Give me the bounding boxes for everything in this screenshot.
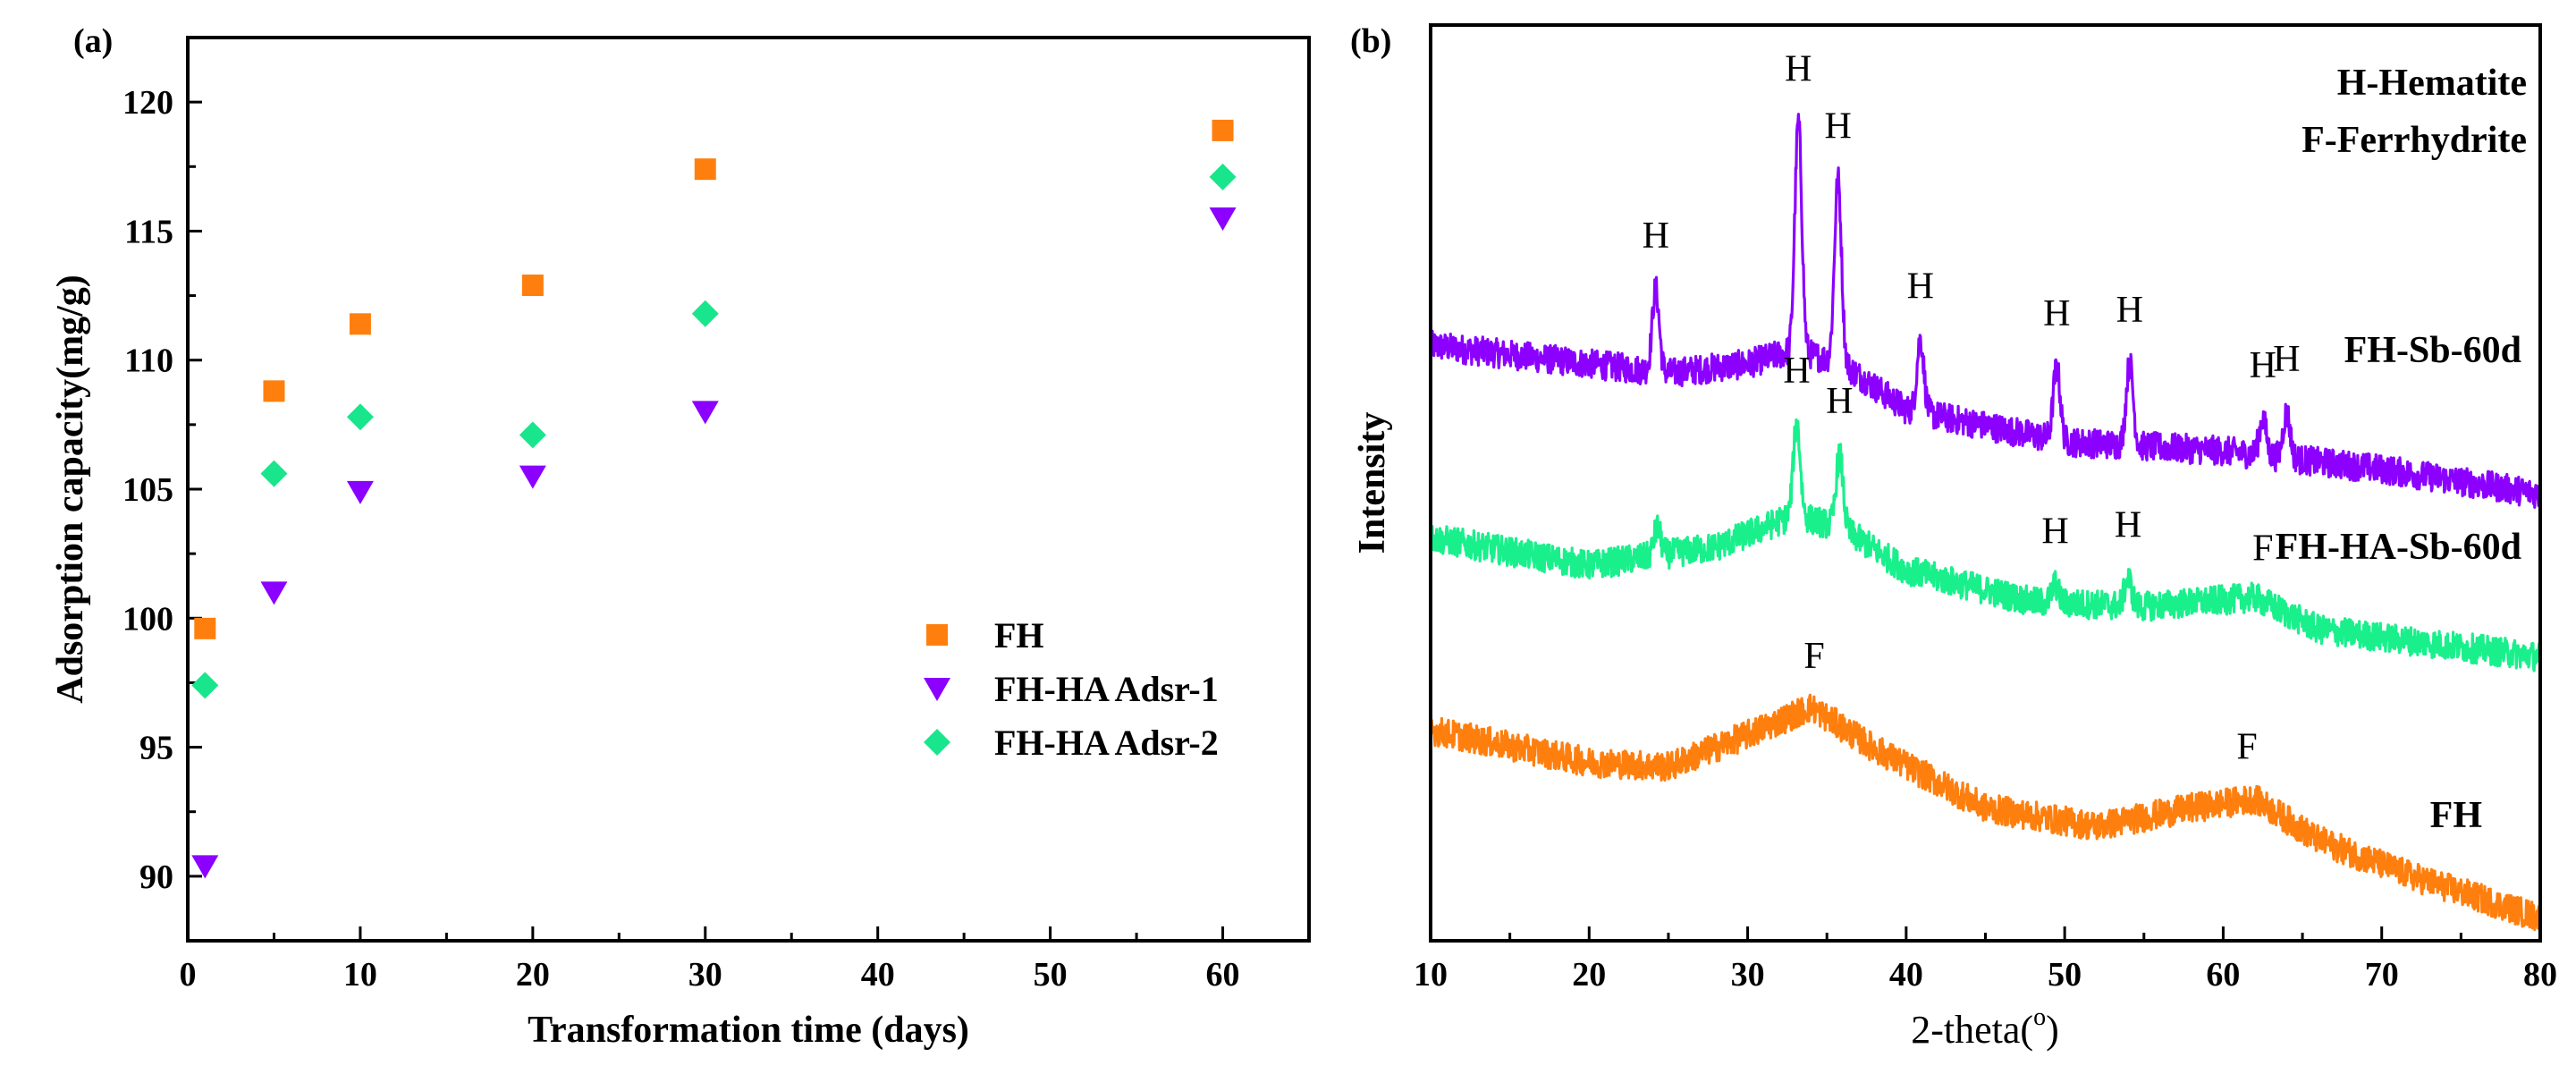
peak-label-hematite: H: [2250, 345, 2276, 386]
data-point-fh: [1212, 119, 1234, 141]
xrd-pattern-fh-sb-60d: [1429, 113, 2542, 509]
panel-b-x-tick-label: 30: [1731, 956, 1765, 994]
data-point-fh-ha-adsr-2: [519, 421, 546, 449]
panel-a-y-ticks: 90 95 100 105 110 115 120: [122, 84, 202, 896]
panel-b-x-tick-label: 60: [2206, 956, 2240, 994]
series-label-fh: FH: [2430, 795, 2482, 836]
series-label-fh-sb-60d: FH-Sb-60d: [2344, 330, 2521, 371]
panel-a-x-ticks: 0 10 20 30 40 50 60: [180, 926, 1240, 994]
data-point-fh-ha-adsr-1: [260, 581, 288, 605]
panel-b-x-axis-label-degree: o: [2033, 1003, 2046, 1031]
legend-marker-fh-ha-adsr-2: [924, 729, 950, 756]
peak-label-hematite: H: [2116, 290, 2143, 331]
data-point-fh-ha-adsr-2: [1209, 163, 1237, 190]
legend-label: FH: [994, 615, 1044, 655]
peak-label-hematite: H: [2273, 339, 2300, 380]
peak-label-hematite: H: [1783, 351, 1810, 392]
legend-marker-fh-ha-adsr-1: [924, 678, 950, 701]
data-point-fh: [263, 380, 285, 402]
data-point-fh: [521, 275, 544, 297]
panel-a-label: (a): [73, 22, 113, 60]
panel-b-label: (b): [1350, 22, 1391, 60]
data-point-fh: [694, 158, 716, 181]
legend-label: FH-HA Adsr-2: [994, 723, 1219, 763]
panel-a-x-tick-label: 20: [516, 956, 550, 994]
data-point-fh-ha-adsr-1: [346, 480, 374, 504]
peak-label-ferrhydrite: F: [2236, 726, 2257, 767]
data-point-fh-ha-adsr-1: [691, 401, 719, 425]
panel-b-x-ticks: 10 20 30 40 50 60 70 80: [1414, 926, 2557, 994]
peak-label-hematite: H: [1826, 381, 1853, 422]
data-point-fh: [349, 313, 371, 335]
panel-b-x-tick-label: 40: [1889, 956, 1923, 994]
peak-label-ferrhydrite: F: [1803, 636, 1824, 677]
panel-a-adsorption-chart: (a) 0 10 20 30 40 50 60 90 95 100 105 110 115 120 Tr…: [50, 22, 1311, 1051]
panel-a-y-tick-label: 100: [122, 600, 173, 638]
peak-label-hematite: H: [2115, 505, 2141, 546]
panel-b-x-tick-label: 10: [1414, 956, 1448, 994]
peak-label-hematite: H: [1643, 216, 1669, 257]
peak-label-hematite: H: [1824, 106, 1851, 147]
panel-a-x-tick-label: 40: [861, 956, 895, 994]
data-point-fh-ha-adsr-1: [191, 855, 219, 879]
panel-a-x-tick-label: 0: [180, 956, 197, 994]
panel-a-y-tick-label: 90: [139, 858, 173, 896]
data-point-fh: [194, 617, 216, 639]
peak-label-hematite: H: [2043, 293, 2070, 334]
panel-b-x-axis-label: 2-theta(o): [1911, 1003, 2058, 1052]
panel-b-x-tick-label: 20: [1572, 956, 1606, 994]
xrd-pattern-fh-ha-sb-60d: [1429, 418, 2542, 672]
panel-b-x-tick-label: 80: [2523, 956, 2557, 994]
panel-b-x-tick-label: 50: [2048, 956, 2082, 994]
data-point-fh-ha-adsr-2: [691, 300, 719, 327]
panel-a-x-axis-label: Transformation time (days): [528, 1010, 969, 1051]
panel-b-x-axis-label-main: 2-theta(: [1911, 1008, 2033, 1052]
phase-key-line: H-Hematite: [2337, 63, 2527, 104]
panel-b-xrd-patterns: [1429, 113, 2542, 934]
data-point-fh-ha-adsr-1: [519, 465, 546, 489]
panel-a-x-tick-label: 60: [1206, 956, 1240, 994]
panel-a-y-tick-label: 105: [122, 471, 173, 509]
legend-marker-fh: [926, 624, 948, 646]
data-point-fh-ha-adsr-1: [1209, 207, 1237, 231]
panel-a-x-tick-label: 30: [688, 956, 722, 994]
panel-b-y-axis-label: Intensity: [1352, 412, 1393, 554]
panel-a-x-tick-label: 50: [1034, 956, 1068, 994]
panel-a-y-tick-label: 115: [124, 213, 173, 250]
data-point-fh-ha-adsr-2: [191, 672, 219, 699]
peak-label-ferrhydrite: F: [2252, 528, 2273, 569]
panel-b-phase-key: H-Hematite F-Ferrhydrite: [2302, 63, 2527, 161]
panel-a-x-tick-label: 10: [343, 956, 377, 994]
panel-b-series-labels: FH-Sb-60d FH-HA-Sb-60d FH: [2276, 330, 2521, 836]
legend-label: FH-HA Adsr-1: [994, 669, 1219, 709]
xrd-pattern-fh: [1429, 693, 2542, 934]
panel-a-y-axis-label: Adsorption capacity(mg/g): [50, 275, 91, 703]
panel-a-data-points: [191, 119, 1237, 879]
panel-b-x-axis-label-end: ): [2046, 1008, 2059, 1052]
peak-label-hematite: H: [1907, 266, 1934, 307]
peak-label-hematite: H: [2041, 512, 2068, 553]
panel-a-y-tick-label: 110: [124, 342, 173, 380]
panel-b-x-tick-label: 70: [2365, 956, 2399, 994]
phase-key-line: F-Ferrhydrite: [2302, 120, 2527, 161]
panel-a-legend: FH FH-HA Adsr-1 FH-HA Adsr-2: [924, 615, 1219, 763]
data-point-fh-ha-adsr-2: [260, 460, 288, 487]
panel-a-y-tick-label: 95: [139, 730, 173, 767]
peak-label-hematite: H: [1785, 48, 1812, 89]
panel-a-y-tick-label: 120: [122, 84, 173, 122]
data-point-fh-ha-adsr-2: [346, 403, 374, 431]
series-label-fh-ha-sb-60d: FH-HA-Sb-60d: [2276, 527, 2521, 568]
